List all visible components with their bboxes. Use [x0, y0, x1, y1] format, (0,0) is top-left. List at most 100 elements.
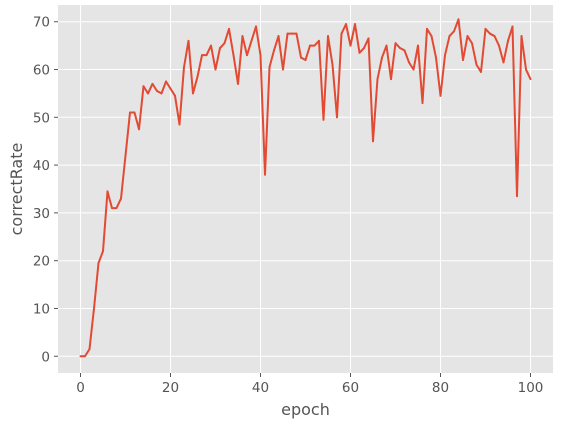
- data-point: [183, 66, 185, 69]
- x-tick-label: 20: [162, 380, 179, 396]
- data-point: [511, 25, 514, 28]
- data-point: [408, 61, 410, 64]
- data-point: [205, 54, 208, 57]
- data-point: [232, 54, 235, 57]
- data-point: [318, 39, 320, 42]
- data-points: [79, 18, 532, 358]
- data-point: [363, 47, 365, 50]
- x-axis-label: epoch: [281, 400, 330, 419]
- data-point: [480, 70, 482, 73]
- data-point: [372, 140, 374, 143]
- data-point: [498, 44, 500, 47]
- data-point: [174, 94, 176, 97]
- data-point: [367, 37, 370, 40]
- data-point: [106, 190, 109, 193]
- y-axis-label: correctRate: [7, 143, 26, 236]
- x-tick-label: 60: [342, 380, 359, 396]
- data-point: [471, 42, 473, 45]
- data-point: [376, 78, 379, 81]
- data-point: [241, 35, 244, 38]
- data-point: [255, 25, 257, 28]
- y-tick-label: 70: [33, 15, 50, 31]
- data-point: [390, 78, 392, 81]
- data-point: [358, 51, 361, 54]
- data-point: [228, 27, 230, 30]
- data-point: [475, 63, 478, 66]
- y-tick-label: 20: [33, 254, 50, 270]
- y-tick-label: 0: [41, 349, 50, 365]
- data-point: [309, 44, 311, 47]
- data-point: [462, 58, 464, 61]
- data-point: [313, 44, 316, 47]
- data-point: [322, 118, 325, 121]
- data-point: [219, 47, 221, 50]
- data-point: [156, 90, 158, 93]
- data-point: [210, 44, 212, 47]
- data-point: [403, 49, 406, 52]
- data-point: [426, 27, 428, 30]
- data-point: [147, 92, 149, 95]
- data-point: [394, 42, 397, 45]
- data-point: [304, 58, 307, 61]
- data-point: [246, 54, 248, 57]
- x-tick-label: 40: [252, 380, 269, 396]
- data-point: [88, 348, 91, 351]
- x-tick-label: 100: [518, 380, 544, 396]
- y-tick-label: 10: [33, 301, 50, 317]
- y-tick-label: 50: [33, 110, 50, 126]
- data-point: [417, 44, 419, 47]
- data-point: [84, 355, 86, 358]
- data-point: [259, 54, 262, 57]
- data-point: [385, 44, 388, 47]
- data-point: [457, 18, 460, 21]
- data-point: [300, 56, 302, 59]
- data-point: [453, 30, 455, 33]
- data-point: [250, 39, 253, 42]
- x-tick-label: 0: [76, 380, 85, 396]
- data-point: [192, 92, 194, 95]
- ticks: 0 20 40 60 80 100 0 10 20 30 40 50 60 70: [33, 15, 544, 396]
- data-point: [282, 68, 284, 71]
- data-point: [187, 39, 190, 42]
- data-point: [525, 68, 527, 71]
- data-point: [111, 207, 113, 210]
- data-point: [448, 35, 451, 38]
- data-point: [120, 197, 122, 200]
- data-point: [484, 27, 487, 30]
- y-tick-label: 60: [33, 63, 50, 79]
- data-point: [493, 35, 496, 38]
- y-tick-label: 40: [33, 158, 50, 174]
- data-point: [223, 42, 226, 45]
- data-point: [165, 80, 167, 83]
- data-point: [93, 307, 95, 310]
- data-point: [151, 82, 154, 85]
- data-point: [354, 23, 356, 26]
- data-point: [331, 63, 334, 66]
- data-point: [178, 123, 181, 126]
- data-point: [381, 56, 383, 59]
- data-point: [295, 32, 298, 35]
- data-point: [430, 35, 433, 38]
- data-point: [277, 35, 280, 38]
- data-point: [435, 56, 437, 59]
- data-point: [201, 54, 203, 57]
- data-point: [507, 39, 509, 42]
- data-point: [196, 75, 199, 78]
- data-point: [142, 85, 145, 88]
- data-point: [102, 250, 104, 253]
- data-point: [489, 32, 491, 35]
- data-point: [399, 47, 401, 50]
- data-point: [273, 49, 275, 52]
- data-point: [264, 173, 266, 176]
- data-point: [516, 195, 518, 198]
- data-point: [133, 111, 136, 114]
- y-tick-label: 30: [33, 206, 50, 222]
- data-point: [529, 78, 532, 81]
- data-point: [340, 32, 343, 35]
- data-point: [97, 262, 100, 265]
- data-point: [466, 35, 469, 38]
- data-point: [129, 111, 131, 114]
- data-point: [520, 35, 523, 38]
- data-point: [160, 92, 163, 95]
- data-point: [138, 128, 140, 131]
